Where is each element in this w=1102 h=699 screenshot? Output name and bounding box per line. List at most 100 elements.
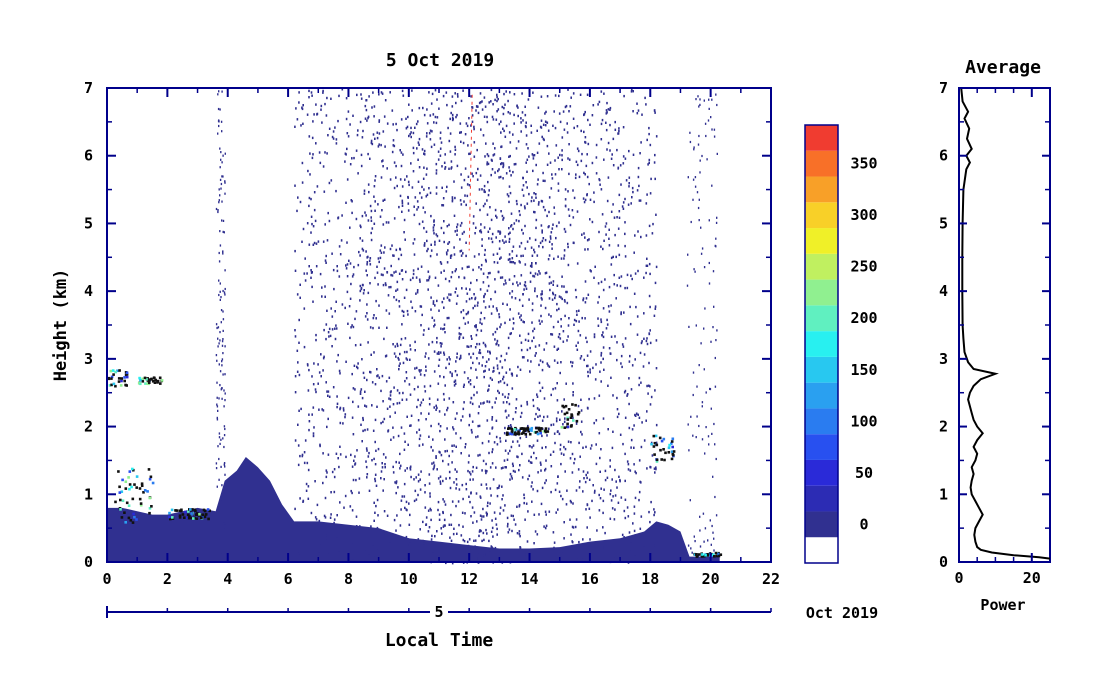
speckle: [435, 172, 438, 175]
speckle: [489, 502, 491, 505]
speckle: [600, 318, 602, 321]
cloud-pixel: [652, 434, 656, 438]
speckle: [220, 151, 222, 154]
speckle: [542, 552, 544, 555]
speckle: [414, 367, 416, 370]
colorbar-tick-label: 250: [850, 258, 877, 276]
speckle: [370, 525, 372, 528]
speckle: [547, 129, 550, 132]
speckle: [451, 450, 454, 453]
speckle: [527, 510, 529, 513]
speckle: [456, 373, 458, 377]
speckle: [311, 156, 314, 160]
speckle: [460, 310, 462, 314]
cloud-pixel: [119, 508, 122, 511]
speckle: [220, 158, 222, 161]
average-y-tick-label: 7: [939, 79, 948, 97]
speckle: [499, 360, 502, 363]
speckle: [561, 297, 563, 301]
speckle: [485, 462, 487, 466]
speckle: [712, 326, 714, 329]
speckle: [570, 96, 572, 99]
speckle: [609, 352, 612, 355]
speckle: [646, 337, 648, 340]
speckle: [381, 209, 383, 212]
speckle: [488, 101, 490, 104]
speckle: [539, 359, 542, 362]
speckle: [430, 308, 432, 311]
speckle: [687, 253, 689, 256]
speckle: [375, 484, 378, 487]
speckle: [389, 542, 391, 545]
speckle: [654, 471, 656, 474]
speckle: [359, 525, 361, 528]
speckle: [491, 406, 494, 409]
speckle: [502, 466, 504, 469]
speckle: [533, 275, 536, 278]
speckle: [628, 402, 630, 406]
speckle: [484, 190, 486, 194]
speckle: [224, 152, 226, 155]
speckle: [698, 219, 700, 222]
speckle: [572, 394, 574, 397]
speckle: [714, 356, 716, 360]
colorbar-cell: [805, 202, 838, 229]
speckle: [425, 352, 427, 355]
speckle: [299, 200, 302, 204]
speckle: [408, 523, 411, 526]
speckle: [624, 244, 626, 248]
speckle: [531, 153, 534, 156]
speckle: [395, 481, 398, 485]
speckle: [217, 337, 219, 340]
speckle: [408, 134, 410, 138]
speckle: [216, 545, 218, 548]
speckle: [400, 118, 403, 121]
colorbar-cell: [805, 331, 838, 357]
speckle: [605, 222, 608, 225]
speckle: [218, 90, 220, 93]
speckle: [501, 239, 504, 242]
speckle: [529, 271, 532, 275]
speckle: [397, 434, 400, 438]
speckle: [455, 360, 457, 363]
speckle: [411, 306, 414, 309]
speckle: [436, 406, 438, 410]
speckle: [364, 550, 367, 554]
speckle: [338, 275, 341, 278]
speckle: [221, 90, 223, 93]
speckle: [491, 546, 493, 549]
speckle: [569, 105, 572, 108]
speckle: [429, 492, 431, 495]
speckle: [453, 246, 455, 249]
speckle: [428, 187, 430, 190]
cloud-pixel: [520, 432, 524, 435]
cloud-pixel: [143, 376, 147, 380]
speckle: [602, 247, 604, 251]
high-power-streak: [468, 94, 473, 251]
speckle: [315, 265, 318, 268]
speckle: [560, 361, 562, 364]
speckle: [305, 489, 308, 492]
speckle: [620, 496, 623, 499]
speckle: [643, 439, 646, 442]
speckle: [698, 134, 700, 138]
cloud-pixel: [148, 507, 152, 510]
speckle: [701, 401, 704, 404]
speckle: [566, 131, 569, 134]
speckle: [580, 129, 582, 133]
speckle: [491, 378, 493, 381]
cloud-pixel: [660, 458, 663, 461]
cloud-echo: [560, 403, 581, 429]
speckle: [589, 198, 592, 201]
speckle: [297, 423, 299, 426]
speckle: [513, 113, 515, 117]
speckle: [504, 321, 506, 325]
speckle: [634, 534, 637, 537]
speckle: [408, 183, 410, 187]
speckle: [489, 487, 492, 490]
speckle: [454, 269, 457, 273]
speckle: [691, 551, 693, 554]
speckle: [479, 229, 482, 232]
speckle: [399, 343, 402, 347]
